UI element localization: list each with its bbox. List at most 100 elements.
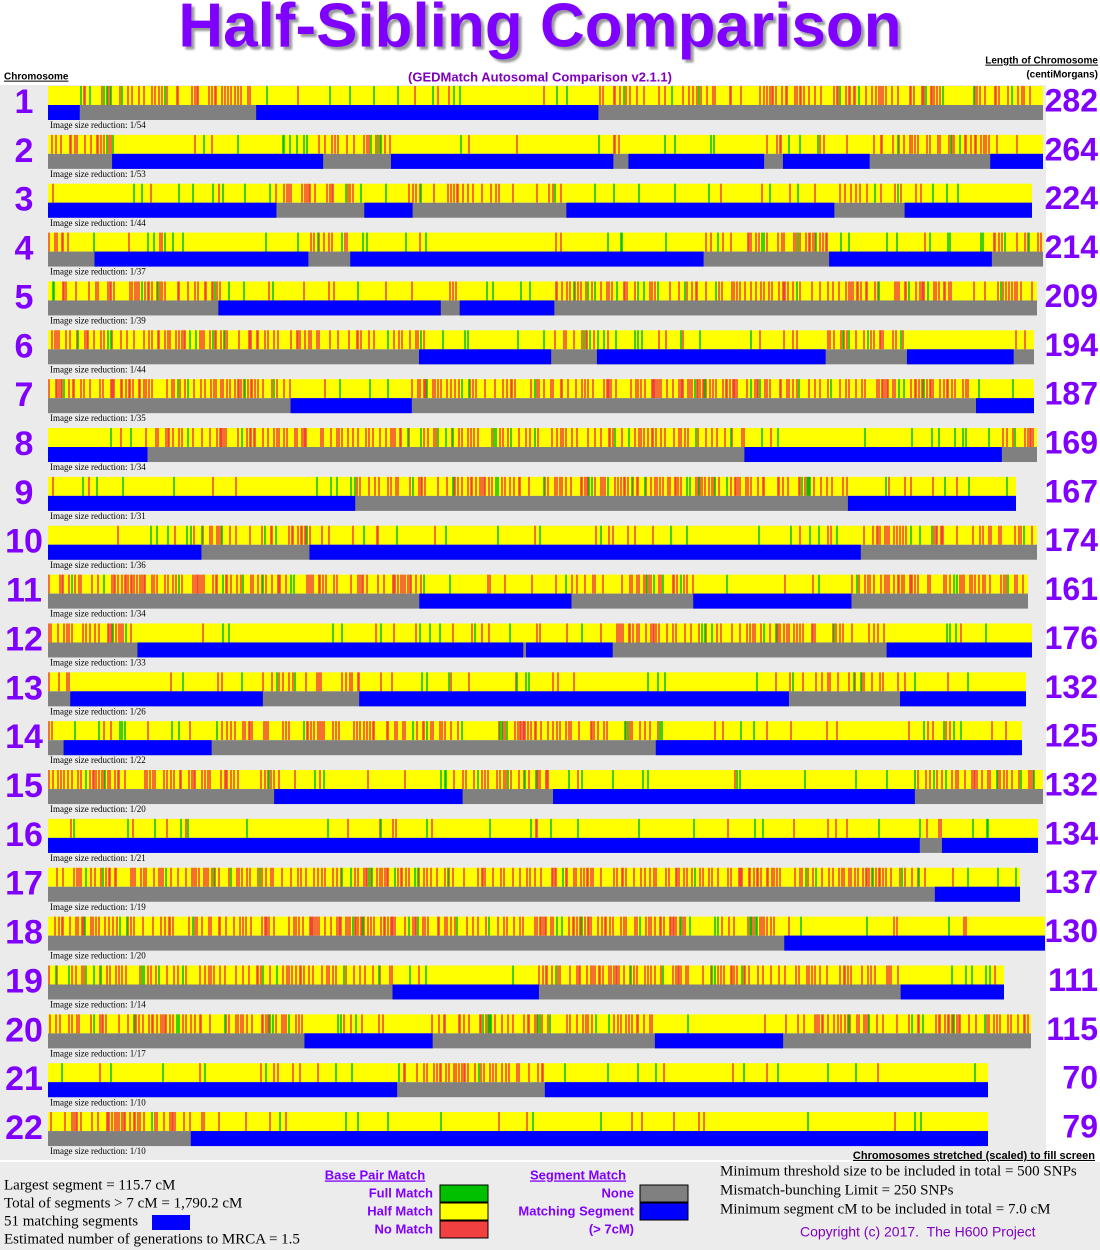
mismatch-stripes xyxy=(83,86,1031,105)
reduction-label: Image size reduction: 1/21 xyxy=(50,853,146,863)
legend-label: No Match xyxy=(375,1221,434,1236)
matching-segment xyxy=(628,153,765,169)
mismatch-stripes xyxy=(49,1014,1029,1034)
matching-segment xyxy=(48,1082,398,1098)
matching-segment xyxy=(256,105,599,120)
matching-segment xyxy=(218,300,441,316)
matching-segment xyxy=(70,691,263,707)
chromosome-length: 282 xyxy=(1045,82,1098,118)
full-match-stripes xyxy=(182,672,969,692)
matching-segment xyxy=(390,153,614,169)
chromosome-number: 8 xyxy=(15,425,34,463)
chromosome-length: 224 xyxy=(1045,180,1099,216)
chromosome-number: 15 xyxy=(5,767,43,805)
reduction-label: Image size reduction: 1/36 xyxy=(50,560,146,570)
full-match-stripes xyxy=(85,770,1035,790)
base-pair-band xyxy=(48,574,1028,594)
matching-segment xyxy=(48,202,277,218)
chromosome-number: 4 xyxy=(15,230,34,268)
matching-segment xyxy=(274,789,463,805)
full-match-stripes xyxy=(93,232,1030,252)
chromosome-length: 111 xyxy=(1048,962,1098,998)
reduction-label: Image size reduction: 1/19 xyxy=(50,902,146,912)
right-label: Length of Chromosome xyxy=(985,56,1098,67)
reduction-label: Image size reduction: 1/35 xyxy=(50,413,146,423)
chromosome-length: 214 xyxy=(1045,229,1099,265)
mismatch-stripes xyxy=(48,574,1024,594)
matching-segment xyxy=(900,691,1026,707)
reduction-label: Image size reduction: 1/53 xyxy=(50,169,146,179)
copyright: Copyright (c) 2017. The H600 Project xyxy=(800,1224,1036,1240)
matching-segment xyxy=(544,1082,988,1098)
base-pair-band xyxy=(48,1112,988,1132)
mismatch-stripes xyxy=(54,916,967,936)
mismatch-stripes xyxy=(48,770,1034,790)
matching-segment xyxy=(941,837,1038,853)
reduction-label: Image size reduction: 1/10 xyxy=(50,1097,146,1107)
chromosome-number: 17 xyxy=(5,865,43,903)
legend-title: Segment Match xyxy=(530,1167,626,1182)
mismatch-stripes xyxy=(70,818,942,838)
chromosome-number: 2 xyxy=(15,132,34,170)
chromosome-number: 7 xyxy=(15,376,34,414)
matching-segment xyxy=(566,202,835,218)
matching-segment xyxy=(904,202,1032,218)
matching-segment xyxy=(48,447,148,463)
chromosome-number: 21 xyxy=(5,1060,43,1098)
matching-segment xyxy=(137,642,524,658)
matching-segment xyxy=(459,300,555,316)
legend-label: (> 7cM) xyxy=(589,1221,634,1236)
chromosome-length: 169 xyxy=(1045,424,1098,460)
reduction-label: Image size reduction: 1/20 xyxy=(50,804,146,814)
reduction-label: Image size reduction: 1/44 xyxy=(50,218,146,228)
chromosome-length: 132 xyxy=(1045,669,1098,705)
chromosome-length: 209 xyxy=(1045,278,1098,314)
chromosome-length: 167 xyxy=(1045,473,1098,509)
matching-segment xyxy=(654,1033,784,1049)
legend-label: Half Match xyxy=(367,1203,433,1218)
matching-segment xyxy=(693,593,852,609)
base-pair-band xyxy=(48,965,1004,985)
matching-segment xyxy=(886,642,1032,658)
reduction-label: Image size reduction: 1/34 xyxy=(50,462,146,472)
chromosome-length: 174 xyxy=(1045,522,1099,558)
reduction-label: Image size reduction: 1/37 xyxy=(50,267,146,277)
matching-segment xyxy=(655,740,1022,756)
chromosome-length: 134 xyxy=(1045,815,1099,851)
matching-segment xyxy=(350,251,704,267)
chromosome-number: 11 xyxy=(6,572,42,610)
setting: Minimum segment cM to be included in tot… xyxy=(720,1201,1051,1217)
full-match-stripes xyxy=(110,428,1016,448)
mismatch-stripes xyxy=(56,867,954,887)
legend-swatch xyxy=(439,1184,489,1203)
chromosome-length: 125 xyxy=(1045,718,1098,754)
matching-segment xyxy=(553,789,915,805)
matching-segment xyxy=(309,544,861,560)
legend-label: None xyxy=(602,1185,635,1200)
mismatch-stripes xyxy=(50,1112,896,1132)
chromosome-number: 6 xyxy=(15,327,34,365)
reduction-label: Image size reduction: 1/33 xyxy=(50,658,146,668)
chromosome-number: 20 xyxy=(5,1011,43,1049)
full-match-stripes xyxy=(80,86,1013,105)
legend-title: Base Pair Match xyxy=(325,1167,425,1182)
chromosome-number: 18 xyxy=(5,914,43,952)
mismatch-stripes xyxy=(117,525,1033,545)
base-pair-band xyxy=(48,1063,988,1083)
legend-swatch xyxy=(639,1184,689,1203)
stat: Total of segments > 7 cM = 1,790.2 cM xyxy=(4,1195,242,1211)
matching-segment xyxy=(934,886,1020,902)
full-match-stripes xyxy=(77,330,902,350)
mismatch-stripes xyxy=(51,134,1018,154)
matching-segment xyxy=(596,349,826,365)
reduction-label: Image size reduction: 1/20 xyxy=(50,951,146,961)
matching-segment xyxy=(63,740,212,756)
mismatch-stripes xyxy=(51,330,1026,350)
segment-band xyxy=(48,398,1034,414)
legend-swatch xyxy=(439,1202,489,1221)
mismatch-stripes xyxy=(120,428,1034,448)
matching-segment xyxy=(48,105,80,120)
chromosome-length: 70 xyxy=(1062,1060,1098,1096)
base-pair-band xyxy=(48,525,1037,545)
